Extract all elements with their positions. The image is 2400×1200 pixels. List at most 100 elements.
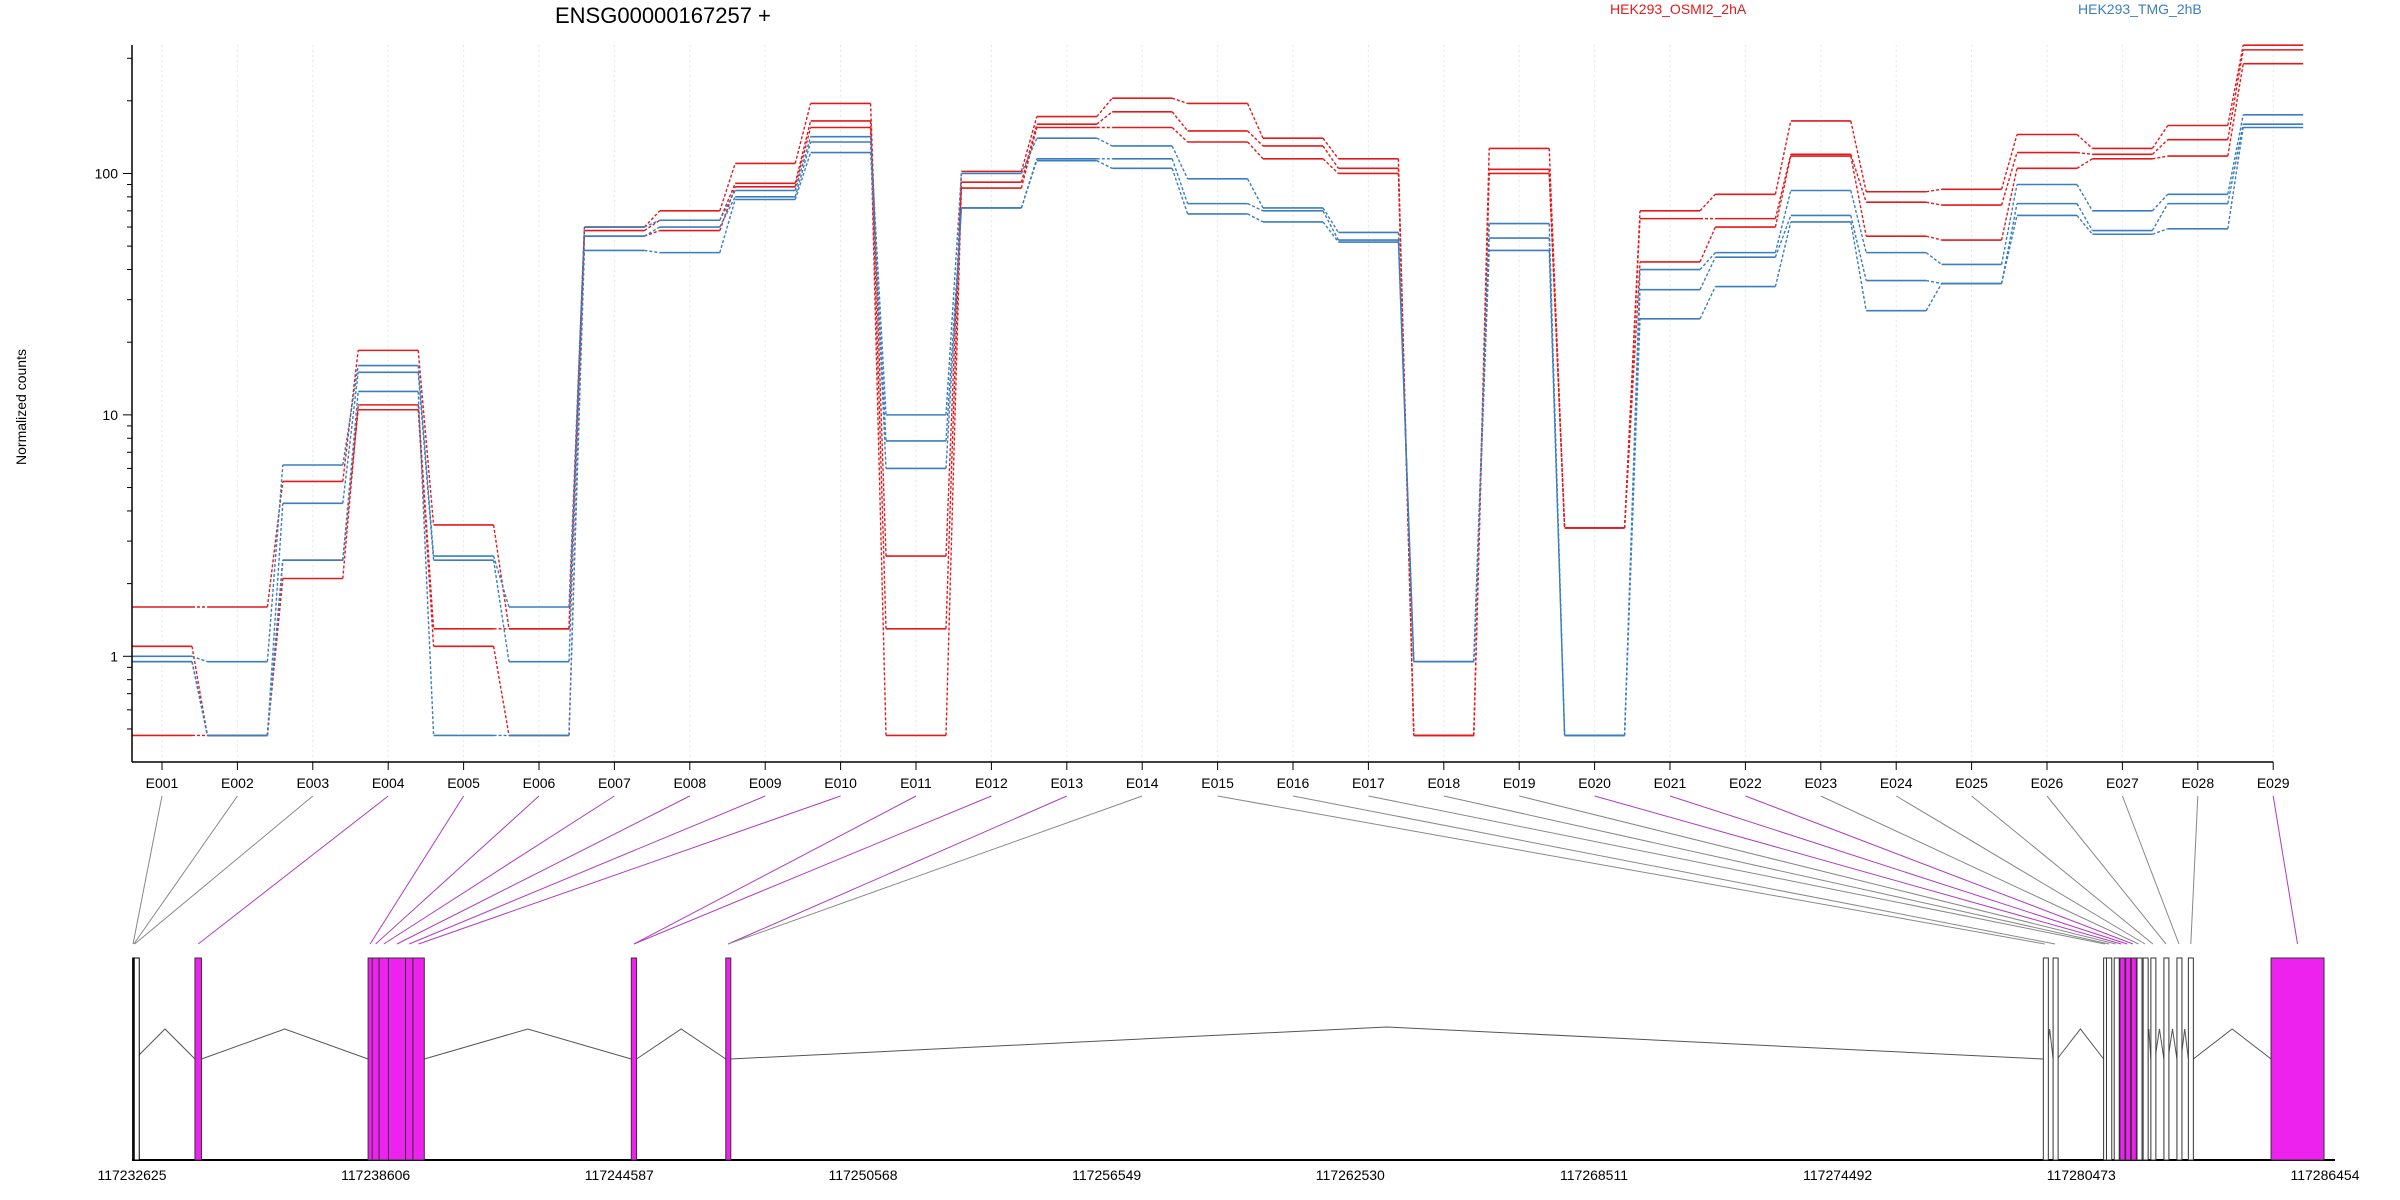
coordinate-label: 117232625 [97,1167,166,1183]
exon-link-line [1895,795,2146,945]
coordinate-label: 117262530 [1316,1167,1385,1183]
exon-link-line [1368,795,2106,945]
exon-block [2130,957,2137,1161]
series-connector [1850,120,1867,192]
x-tick-label: E001 [146,775,179,791]
series-connector [266,578,284,736]
series-connector [1926,235,1942,241]
series-connector [1246,103,1264,139]
exon-block [378,957,389,1161]
exon-block [405,957,414,1161]
series-connector [1925,283,1943,312]
x-tick-label: E025 [1955,775,1988,791]
x-tick-label: E028 [2181,775,2214,791]
series-connector [1322,207,1339,233]
series-connector [492,560,510,662]
series-connector [1247,213,1264,223]
exon-link-line [132,795,163,945]
exon-link-line [375,795,540,945]
intron-line [201,1028,369,1060]
coordinate-label: 117238606 [341,1167,410,1183]
x-tick-label: E021 [1654,775,1687,791]
series-connector [266,503,284,736]
series-connector [2227,63,2244,157]
series-connector [2227,49,2244,140]
coordinate-label: 117256549 [1072,1167,1141,1183]
series-connector [1020,137,1038,174]
x-tick-label: E012 [975,775,1008,791]
exon-block [194,957,202,1161]
exon-block [2163,957,2170,1161]
series-connector [2227,124,2244,204]
series-connector [869,103,887,557]
x-tick-label: E013 [1050,775,1083,791]
series-connector [2000,134,2018,190]
x-tick-label: E023 [1804,775,1837,791]
exon-link-line [383,795,615,945]
exon-block [2052,957,2059,1161]
exon-link-line [396,795,691,945]
series-connector [492,646,510,736]
exon-block [2042,957,2049,1161]
x-tick-label: E010 [824,775,857,791]
exon-link-line [1971,795,2154,945]
x-tick-label: E017 [1352,775,1385,791]
exon-link-line [1217,795,2045,945]
x-tick-label: E009 [749,775,782,791]
series-connector [2227,45,2244,126]
series-connector [568,250,586,736]
intron-line [2192,1028,2272,1060]
series-connector [1322,137,1339,160]
exon-block [133,957,140,1161]
series-connector [1096,111,1113,125]
exon-link-line [1292,795,2056,945]
coordinate-label: 117244587 [585,1167,654,1183]
series-connector [342,391,359,561]
series-connector [1926,201,1942,206]
exon-link-line [2190,795,2199,945]
x-tick-label: E005 [447,775,480,791]
series-connector [342,404,359,579]
exon-block [2113,957,2120,1161]
y-tick-label: 1 [110,648,118,664]
series-connector [1774,154,1792,219]
exon-block [2125,957,2132,1161]
series-connector [1171,158,1189,204]
series-connector [1699,252,1716,270]
series-connector [1699,286,1717,320]
series-connector [2151,139,2169,155]
series-connector [1699,256,1717,290]
exon-block [2105,957,2113,1161]
y-tick-label: 10 [102,407,118,423]
series-connector [417,372,435,561]
exon-link-line [633,795,917,945]
series-connector [719,199,736,253]
coordinate-label: 117268511 [1560,1167,1628,1183]
series-connector [1473,148,1490,736]
y-axis: 1 10 100 [95,45,133,762]
series-connector [945,188,963,736]
exon-block [2270,957,2325,1161]
exon-link-lines [132,795,2299,945]
x-tick-label: E004 [372,775,405,791]
series-connector [1850,190,1867,253]
series-connector [1171,168,1189,215]
coordinate-label: 117286454 [2290,1167,2359,1183]
series-connector [1850,215,1867,281]
x-tick-label: E022 [1729,775,1762,791]
exon-link-line [418,795,841,945]
series-connector [644,219,661,228]
exon-block [2187,957,2194,1161]
series-connector [1926,279,1942,285]
series-connector [2000,152,2018,206]
series-connector [1020,116,1038,172]
series-connector [1246,178,1264,209]
series-connector [1171,127,1189,143]
exon-link-line [2272,795,2299,945]
series-connector [342,372,359,504]
series-connector [191,661,209,736]
exon-block [2150,957,2157,1161]
series-connector [266,560,284,736]
series-connector [1774,190,1792,253]
series-connector [1322,158,1339,174]
